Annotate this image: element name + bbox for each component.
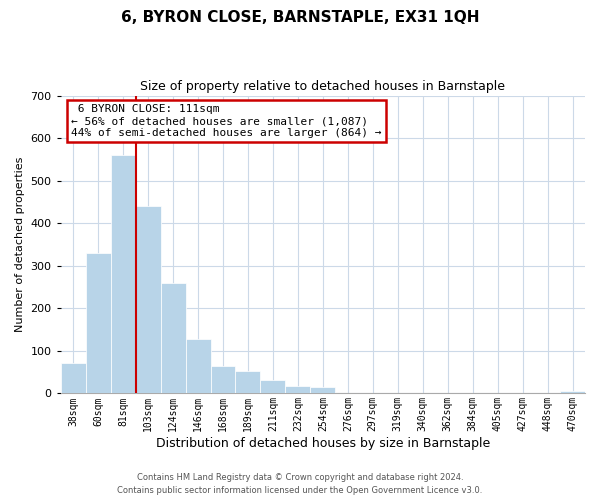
- Bar: [61, 363, 86, 394]
- Bar: [136, 206, 161, 394]
- Text: 6 BYRON CLOSE: 111sqm 
← 56% of detached houses are smaller (1,087)
44% of semi-: 6 BYRON CLOSE: 111sqm ← 56% of detached …: [71, 104, 382, 138]
- Bar: [560, 392, 585, 394]
- Text: 6, BYRON CLOSE, BARNSTAPLE, EX31 1QH: 6, BYRON CLOSE, BARNSTAPLE, EX31 1QH: [121, 10, 479, 25]
- Bar: [110, 155, 136, 394]
- Bar: [260, 380, 286, 394]
- Y-axis label: Number of detached properties: Number of detached properties: [15, 157, 25, 332]
- Bar: [286, 386, 310, 394]
- Text: Contains HM Land Registry data © Crown copyright and database right 2024.
Contai: Contains HM Land Registry data © Crown c…: [118, 474, 482, 495]
- Title: Size of property relative to detached houses in Barnstaple: Size of property relative to detached ho…: [140, 80, 505, 93]
- Bar: [161, 283, 185, 394]
- Bar: [211, 366, 235, 394]
- Bar: [185, 339, 211, 394]
- Bar: [86, 253, 110, 394]
- Bar: [310, 387, 335, 394]
- X-axis label: Distribution of detached houses by size in Barnstaple: Distribution of detached houses by size …: [156, 437, 490, 450]
- Bar: [235, 371, 260, 394]
